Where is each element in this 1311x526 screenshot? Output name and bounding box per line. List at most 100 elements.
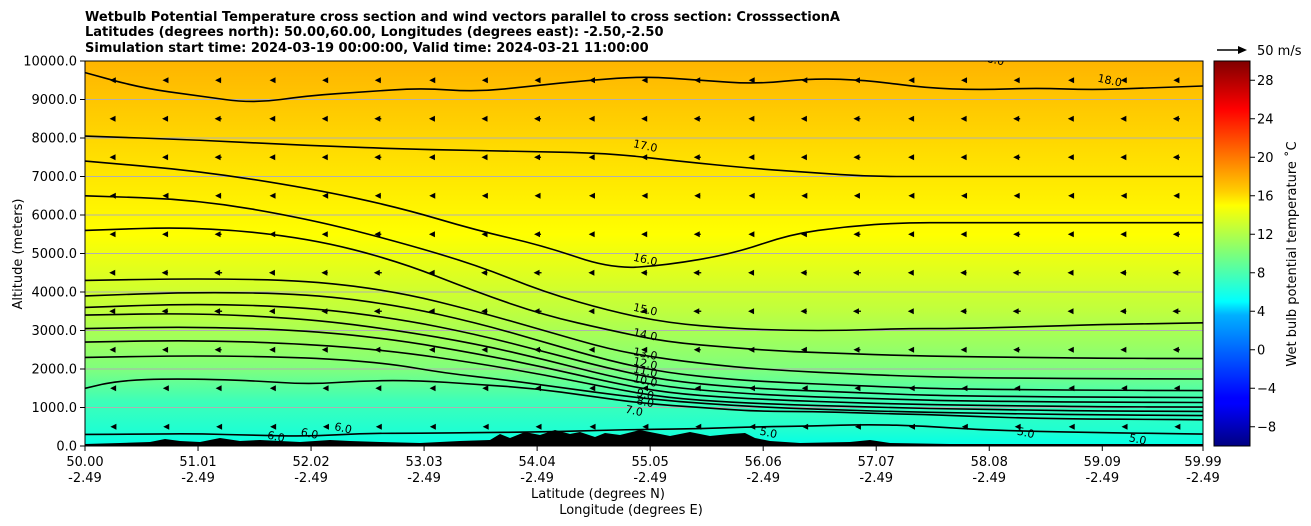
contour-8.0 [85,339,1203,413]
wind-vector-head-94 [588,269,595,276]
wind-vector-head-46 [322,192,329,199]
wind-vector-head-172 [1013,346,1020,353]
wind-vector-head-189 [1068,77,1075,84]
wind-vector-head-65 [428,231,435,238]
wind-vector-head-89 [534,77,541,84]
wind-vector-head-123 [748,308,755,315]
wind-vector-head-170 [1014,423,1021,430]
wind-vector-head-122 [748,346,755,353]
x-tick-lon-6: -2.49 [746,471,780,486]
wind-vector-head-18 [162,115,169,122]
y-tick-label-10: 10000.0 [23,55,77,70]
wind-vector-head-180 [1068,423,1075,430]
wind-vector-head-54 [373,269,380,276]
contour-15.0 [85,195,1203,332]
wind-vector-head-45 [321,231,328,238]
contour-label-7.0-0: 7.0 [624,403,644,419]
contour-7.0 [85,355,1203,417]
wind-vector-head-204 [1172,269,1179,276]
wind-vector-head-155 [908,231,915,238]
wind-vector-head-41 [322,385,329,392]
wind-vector-head-12 [162,346,169,353]
wind-vector-head-96 [588,192,595,199]
wind-vector-head-179 [1013,77,1020,84]
wind-vector-head-207 [1172,154,1179,161]
contour-labels: 5.0 5.0 5.06.0 6.0 6.07.08.09.010.011.012.01… [266,61,1148,446]
wind-vector-head-171 [1014,385,1021,392]
wind-vector-head-145 [853,231,860,238]
wind-vector-head-72 [481,346,488,353]
colorbar: −8 −4 0 4 8 12 16 20 24 28 Wet bulb potential tem… [1213,60,1300,447]
wind-vector-head-30 [270,423,277,430]
x-tick-lon-9: -2.49 [1085,471,1119,486]
x-tick-lat-6: 56.06 [745,455,782,470]
wind-vector-head-198 [1120,115,1127,122]
wind-vector-head-78 [481,115,488,122]
wind-vector-head-116 [694,192,701,199]
contour-label-12.0-0: 12.0 [632,355,659,373]
wind-vector-head-32 [269,346,276,353]
contour-label-17.0-0: 17.0 [632,137,659,155]
y-tick-label-8: 8000.0 [32,132,78,147]
wind-vector-head-31 [269,385,276,392]
colorbar-tick-label-7: 20 [1257,151,1274,166]
wind-vector-head-182 [1067,346,1074,353]
wind-vector-head-11 [162,385,169,392]
wind-vector-head-141 [854,385,861,392]
quiver-key-label: 50 m/s [1257,44,1302,59]
y-tick-label-6: 6000.0 [32,209,78,224]
wind-vector-head-1 [110,385,117,392]
wind-vector-head-76 [481,192,488,199]
x-tick-lat-1: 51.01 [179,455,216,470]
wind-vector-head-53 [373,308,380,315]
wind-vector-head-47 [321,154,328,161]
wind-vector-head-57 [374,154,381,161]
wind-vector-head-167 [960,154,967,161]
wind-vector-head-162 [960,346,967,353]
contour-label-14.0-0: 14.0 [632,326,659,344]
wind-vector-head-70 [482,423,489,430]
wind-vector-head-61 [429,385,436,392]
contour-label-9.0-0: 9.0 [635,386,655,402]
wind-vector-head-73 [481,308,488,315]
wind-vector-head-84 [533,269,540,276]
contour-lines [85,71,1203,437]
wind-vector-head-36 [269,192,276,199]
y-tick-label-4: 4000.0 [32,286,78,301]
wind-vector-head-188 [1067,115,1074,122]
colorbar-tick-label-2: 0 [1257,343,1265,358]
x-tick-lat-10: 59.99 [1184,455,1221,470]
wind-vector-head-134 [800,269,807,276]
contour-14.0 [85,227,1203,360]
wind-vector-head-159 [908,77,915,84]
wind-vector-head-153 [907,308,914,315]
wind-vector-head-64 [428,269,435,276]
wind-vector-head-136 [801,192,808,199]
wind-vector-head-74 [481,269,488,276]
wind-vector-head-193 [1119,308,1126,315]
colorbar-tick-label-1: −4 [1257,382,1276,397]
contour-label-6.0-1: 6.0 [300,426,320,442]
x-tick-lon-0: -2.49 [68,471,102,486]
wind-vector-head-190 [1121,423,1128,430]
wind-vector-head-113 [693,308,700,315]
wind-vector-head-44 [321,269,328,276]
wind-vector-head-7 [109,154,116,161]
wind-vector-head-127 [748,154,755,161]
y-tick-label-3: 3000.0 [32,324,78,339]
wind-vector-head-60 [429,423,436,430]
wind-vector-head-5 [109,231,116,238]
wind-vector-head-131 [801,385,808,392]
wind-vector-head-38 [269,115,276,122]
wind-vector-head-48 [321,115,328,122]
wind-vector-head-138 [800,115,807,122]
wind-vector-head-51 [375,385,382,392]
wind-vector-head-121 [748,385,755,392]
contour-5.0 [85,424,1203,437]
contour-10.0 [85,313,1203,404]
wind-vector-head-156 [908,192,915,199]
chart-title-line-3: Simulation start time: 2024-03-19 00:00:… [85,41,649,56]
contour-label-5.0-1: 5.0 [1016,425,1036,441]
wind-vector-head-152 [908,346,915,353]
wind-vector-head-161 [961,385,968,392]
